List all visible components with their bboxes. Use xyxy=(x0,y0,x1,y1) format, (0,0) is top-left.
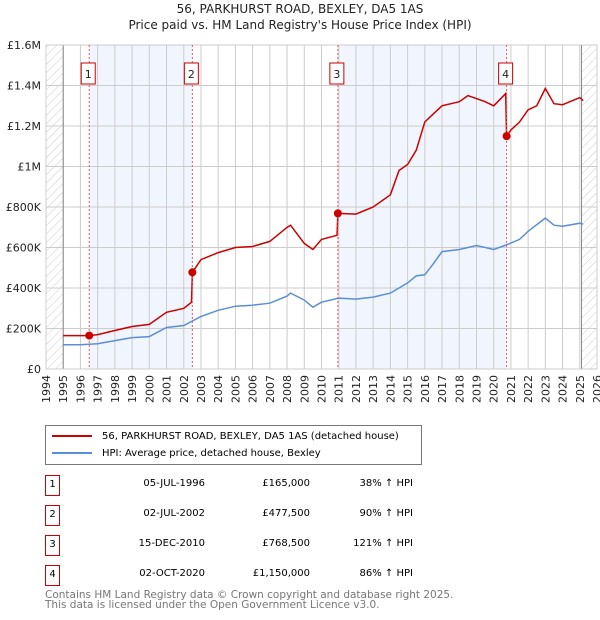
legend-item-property: 56, PARKHURST ROAD, BEXLEY, DA5 1AS (det… xyxy=(52,428,399,444)
footer: Contains HM Land Registry data © Crown c… xyxy=(45,589,454,611)
x-tick-label: 2012 xyxy=(350,375,363,403)
sale-date: 02-JUL-2002 xyxy=(143,508,205,519)
y-tick-label: £800K xyxy=(6,201,42,214)
y-tick-label: £1.4M xyxy=(7,80,41,93)
x-tick-label: 2026 xyxy=(591,375,600,403)
sale-label: 1 xyxy=(85,68,92,81)
legend-label: 56, PARKHURST ROAD, BEXLEY, DA5 1AS (det… xyxy=(102,430,399,442)
footer-line: This data is licensed under the Open Gov… xyxy=(45,599,380,611)
sale-point xyxy=(333,209,342,218)
sale-row: 1 05-JUL-1996 £165,000 38% ↑ HPI xyxy=(45,475,445,496)
y-tick-label: £1.6M xyxy=(7,39,41,52)
sale-date: 02-OCT-2020 xyxy=(139,568,205,579)
chart-subtitle: Price paid vs. HM Land Registry's House … xyxy=(128,18,472,32)
y-tick-label: £400K xyxy=(6,282,42,295)
sale-point xyxy=(188,268,197,277)
sale-hpi-change: 90% ↑ HPI xyxy=(359,508,413,519)
sale-price: £165,000 xyxy=(262,478,310,489)
x-tick-label: 2008 xyxy=(281,375,294,403)
sale-point xyxy=(85,331,94,340)
x-tick-label: 2025 xyxy=(574,375,587,403)
x-tick-label: 2000 xyxy=(143,375,156,403)
sale-point xyxy=(502,132,511,141)
x-tick-label: 2005 xyxy=(229,375,242,403)
sale-label: 2 xyxy=(188,68,195,81)
x-tick-label: 2018 xyxy=(453,375,466,403)
x-tick-label: 1994 xyxy=(40,375,53,403)
sale-row: 2 02-JUL-2002 £477,500 90% ↑ HPI xyxy=(45,505,445,526)
legend-label: HPI: Average price, detached house, Bexl… xyxy=(102,447,321,459)
x-tick-label: 2006 xyxy=(247,375,260,403)
x-tick-label: 2007 xyxy=(264,375,277,403)
plot-area: 1994 1995 1996 1997 1998 1999 2000 2001 2002 2003… xyxy=(6,39,600,403)
x-tick-label: 2023 xyxy=(539,375,552,403)
x-tick-label: 2016 xyxy=(419,375,432,403)
y-tick-label: £0 xyxy=(27,363,41,376)
x-tick-label: 2002 xyxy=(178,375,191,403)
x-tick-label: 2004 xyxy=(212,375,225,403)
x-tick-label: 2009 xyxy=(298,375,311,403)
x-tick-label: 2017 xyxy=(436,375,449,403)
legend-item-hpi: HPI: Average price, detached house, Bexl… xyxy=(52,445,321,461)
series-line-property xyxy=(63,86,584,337)
sale-price: £477,500 xyxy=(262,508,310,519)
sale-number: 3 xyxy=(45,535,60,556)
sale-label-box xyxy=(183,62,199,85)
footer-line: Contains HM Land Registry data © Crown c… xyxy=(45,589,454,601)
x-tick-label: 1997 xyxy=(92,375,105,403)
y-tick-label: £200K xyxy=(6,323,42,336)
x-tick-label: 2014 xyxy=(384,375,397,403)
legend-swatch xyxy=(52,435,92,437)
x-tick-label: 2022 xyxy=(522,375,535,403)
sale-label-box xyxy=(80,62,96,85)
series-line-hpi xyxy=(63,217,584,346)
sale-hpi-change: 38% ↑ HPI xyxy=(359,478,413,489)
sale-row: 3 15-DEC-2010 £768,500 121% ↑ HPI xyxy=(45,535,445,556)
sale-label-box xyxy=(329,62,345,85)
x-tick-label: 1995 xyxy=(57,375,70,403)
x-tick-label: 2011 xyxy=(333,375,346,403)
sale-number: 4 xyxy=(45,565,60,586)
x-tick-label: 2015 xyxy=(402,375,415,403)
x-tick-label: 1998 xyxy=(109,375,122,403)
x-tick-label: 2021 xyxy=(505,375,518,403)
x-tick-label: 2001 xyxy=(161,375,174,403)
sale-label: 4 xyxy=(502,68,509,81)
sale-price: £768,500 xyxy=(262,538,310,549)
sale-price: £1,150,000 xyxy=(252,568,310,579)
sale-number: 1 xyxy=(45,475,60,496)
legend-swatch xyxy=(52,452,92,454)
sale-date: 05-JUL-1996 xyxy=(143,478,205,489)
sale-date: 15-DEC-2010 xyxy=(138,538,205,549)
sale-number: 2 xyxy=(45,505,60,526)
sale-label: 3 xyxy=(333,68,340,81)
x-tick-label: 1999 xyxy=(126,375,139,403)
x-tick-label: 2013 xyxy=(367,375,380,403)
y-tick-label: £1M xyxy=(18,161,42,174)
x-tick-label: 2003 xyxy=(195,375,208,403)
chart-title: 56, PARKHURST ROAD, BEXLEY, DA5 1AS xyxy=(176,2,424,16)
x-tick-label: 2020 xyxy=(488,375,501,403)
sale-hpi-change: 121% ↑ HPI xyxy=(353,538,413,549)
y-tick-label: £1.2M xyxy=(7,120,41,133)
x-tick-label: 2010 xyxy=(316,375,329,403)
x-tick-label: 2019 xyxy=(470,375,483,403)
y-tick-label: £600K xyxy=(6,242,42,255)
sale-hpi-change: 86% ↑ HPI xyxy=(359,568,413,579)
legend: 56, PARKHURST ROAD, BEXLEY, DA5 1AS (det… xyxy=(45,425,422,465)
x-tick-label: 1996 xyxy=(74,375,87,403)
sale-row: 4 02-OCT-2020 £1,150,000 86% ↑ HPI xyxy=(45,565,445,586)
sale-label-box xyxy=(498,62,514,85)
plot-border xyxy=(45,44,598,370)
x-tick-label: 2024 xyxy=(557,375,570,403)
